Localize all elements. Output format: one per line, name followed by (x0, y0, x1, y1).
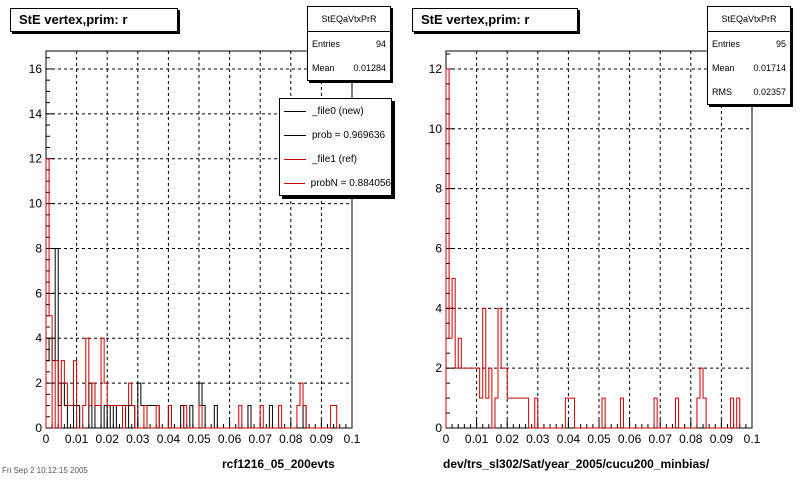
left-legend: _file0 (new) prob = 0.969636 _file1 (ref… (279, 98, 392, 196)
x-tick-label: 0.09 (710, 432, 734, 446)
histogram-bin (516, 398, 519, 428)
right-stats-rms-label: RMS (712, 87, 732, 97)
right-chart-title: StE vertex,prim: r (412, 8, 578, 32)
legend-label-file0: _file0 (new) (312, 105, 364, 117)
right-stats-rms-value: 0.02357 (753, 87, 786, 97)
y-tick-label: 6 (435, 241, 442, 255)
x-tick-label: 0.08 (279, 432, 303, 446)
y-tick-label: 4 (435, 301, 442, 315)
x-tick-label: 0 (43, 432, 50, 446)
x-tick-label: 0 (443, 432, 450, 446)
x-tick-label: 0.1 (744, 432, 761, 446)
right-pad: 0 0.01 0.02 0.03 0.04 0.05 0.06 0.07 0.08 0.09 0.1… (400, 0, 800, 480)
legend-swatch-probn (284, 182, 305, 184)
right-stats-mean-value: 0.01714 (753, 63, 786, 73)
legend-label-prob: prob = 0.969636 (312, 129, 386, 141)
x-tick-label: 0.09 (310, 432, 334, 446)
legend-item-prob: prob = 0.969636 (280, 123, 391, 147)
y-tick-label: 14 (29, 107, 43, 121)
x-tick-label: 0.02 (496, 432, 520, 446)
right-stats-mean-label: Mean (712, 63, 735, 73)
right-stats-name: StEQaVtxPrR (708, 7, 790, 32)
histogram-bin (455, 368, 458, 428)
right-stats-mean: Mean 0.01714 (708, 56, 790, 80)
y-tick-label: 2 (435, 361, 442, 375)
right-stats-entries-label: Entries (712, 39, 741, 49)
y-tick-label: 0 (35, 421, 42, 435)
right-stats-entries: Entries 95 (708, 32, 790, 56)
histogram-series-1 (45, 158, 340, 429)
x-tick-label: 0.03 (526, 432, 550, 446)
x-tick-label: 0.04 (157, 432, 181, 446)
x-tick-label: 0.07 (249, 432, 273, 446)
x-tick-label: 0.03 (126, 432, 150, 446)
histogram-bin (510, 398, 513, 428)
legend-swatch-prob (284, 134, 306, 136)
y-tick-label: 6 (35, 286, 42, 300)
left-stats-box: StEQaVtxPrR Entries 94 Mean 0.01284 (307, 6, 391, 81)
histogram-outline (45, 158, 340, 429)
histogram-bin (513, 398, 516, 428)
histogram-bin (519, 398, 522, 428)
histogram-bin (523, 398, 526, 428)
x-tick-label: 0.01 (465, 432, 489, 446)
legend-item-probn: probN = 0.884056 (280, 171, 391, 195)
histogram-bin (501, 368, 504, 428)
legend-label-file1: _file1 (ref) (312, 153, 358, 165)
histogram-bin (470, 368, 473, 428)
legend-item-file0: _file0 (new) (280, 99, 391, 123)
left-chart-title: StE vertex,prim: r (10, 8, 178, 32)
histogram-bin (467, 368, 470, 428)
y-tick-label: 12 (429, 62, 443, 76)
y-tick-label: 16 (29, 62, 43, 76)
x-tick-label: 0.1 (344, 432, 361, 446)
x-tick-label: 0.06 (218, 432, 242, 446)
y-tick-label: 10 (429, 122, 443, 136)
left-pad: 0 0.01 0.02 0.03 0.04 0.05 0.06 0.07 0.08 0.09 0.1… (10, 6, 392, 471)
left-stats-mean-label: Mean (312, 63, 335, 73)
histogram-series-0 (445, 68, 741, 429)
legend-swatch-file1 (284, 158, 306, 160)
left-stats-entries-label: Entries (312, 39, 341, 49)
legend-swatch-file0 (284, 110, 306, 112)
y-tick-label: 0 (435, 421, 442, 435)
y-tick-label: 8 (435, 182, 442, 196)
left-x-caption: rcf1216_05_200evts (222, 457, 335, 471)
x-tick-label: 0.08 (679, 432, 703, 446)
timestamp-footer: Fri Sep 2 10:12:15 2005 (2, 466, 88, 475)
x-tick-label: 0.07 (649, 432, 673, 446)
x-tick-label: 0.01 (65, 432, 89, 446)
y-tick-label: 8 (35, 241, 42, 255)
y-tick-label: 10 (29, 197, 43, 211)
x-tick-label: 0.05 (587, 432, 611, 446)
left-stats-entries: Entries 94 (308, 32, 390, 56)
right-stats-entries-value: 95 (775, 39, 786, 49)
right-histogram-plot: 0 0.01 0.02 0.03 0.04 0.05 0.06 0.07 0.08 0.09 0.1… (429, 50, 761, 446)
left-stats-mean: Mean 0.01284 (308, 56, 390, 80)
left-histogram-plot: 0 0.01 0.02 0.03 0.04 0.05 0.06 0.07 0.08 0.09 0.1… (29, 50, 361, 446)
right-stats-rms: RMS 0.02357 (708, 80, 790, 104)
histogram-bin (461, 368, 464, 428)
left-stats-name: StEQaVtxPrR (308, 7, 390, 32)
legend-item-file1: _file1 (ref) (280, 147, 391, 171)
y-tick-label: 4 (35, 331, 42, 345)
y-tick-label: 12 (29, 152, 43, 166)
right-x-caption: dev/trs_sl302/Sat/year_2005/cucu200_minb… (443, 457, 710, 471)
right-stats-box: StEQaVtxPrR Entries 95 Mean 0.01714 RMS … (707, 6, 791, 105)
histogram-bin (480, 398, 483, 428)
histogram-bin (486, 398, 489, 428)
x-tick-label: 0.06 (618, 432, 642, 446)
histogram-outline (445, 68, 741, 429)
y-tick-label: 2 (35, 376, 42, 390)
legend-label-probn: probN = 0.884056 (310, 177, 391, 189)
histogram-bin (464, 368, 467, 428)
x-tick-label: 0.05 (187, 432, 211, 446)
x-tick-label: 0.02 (96, 432, 120, 446)
left-stats-entries-value: 94 (375, 39, 386, 49)
left-stats-mean-value: 0.01284 (353, 63, 386, 73)
x-tick-label: 0.04 (557, 432, 581, 446)
